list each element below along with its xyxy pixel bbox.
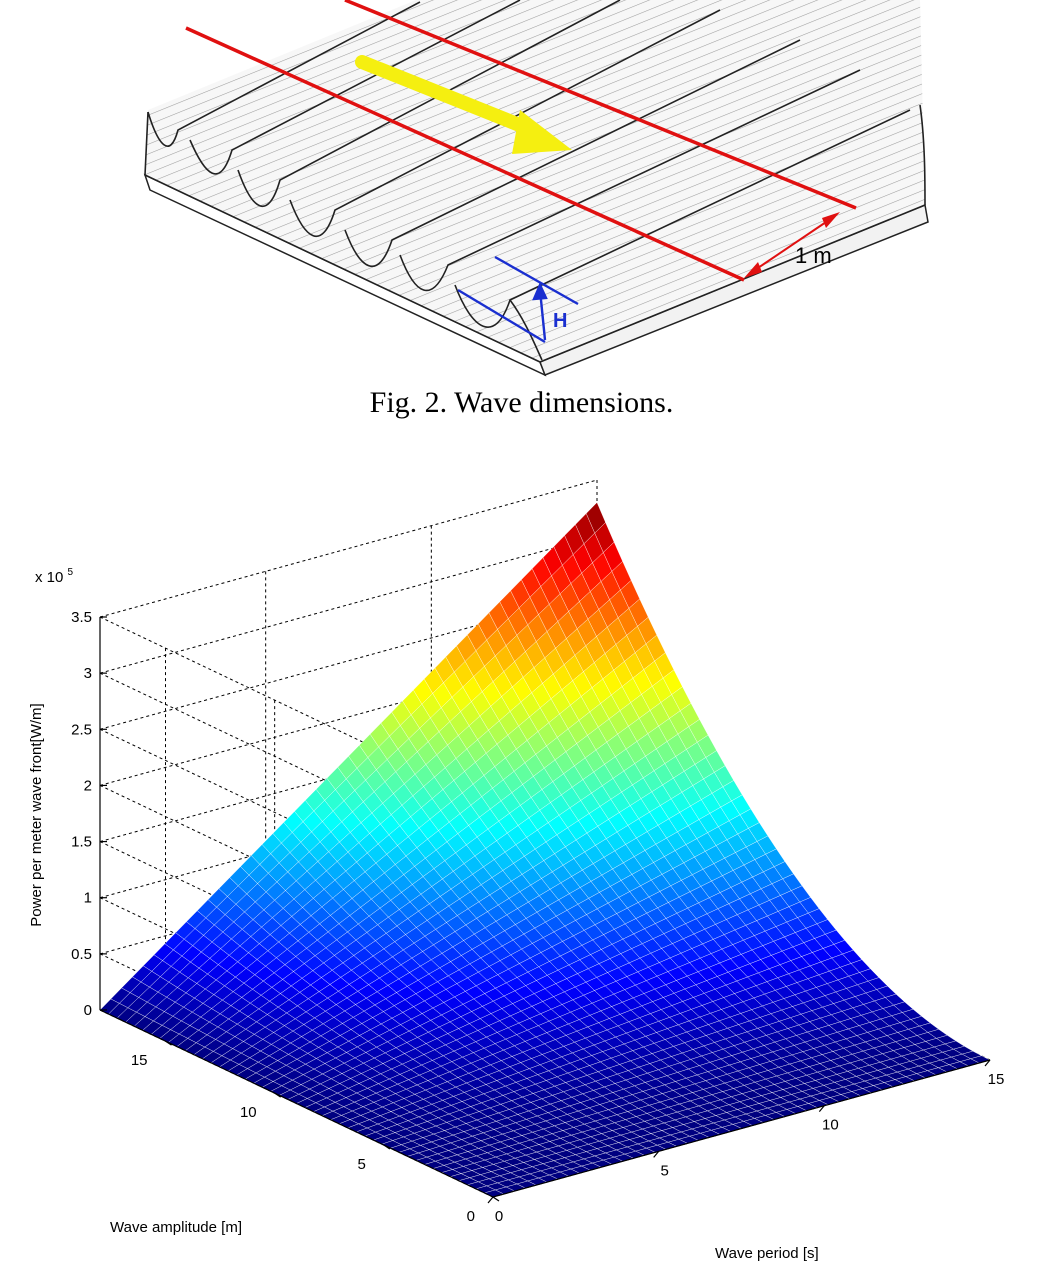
- grid-line-z-right-5: [99, 591, 598, 730]
- y-tick-mark-1: [383, 1144, 391, 1150]
- x-tick-mark-0: [487, 1196, 494, 1204]
- x-tick-mark-1: [653, 1150, 660, 1158]
- grid-line-z-right-2: [99, 760, 598, 899]
- wave-dimensions-figure: 1 m H: [143, 0, 929, 377]
- y-tick-label-3: 15: [131, 1052, 148, 1069]
- y-tick-label-2: 10: [240, 1104, 257, 1121]
- wave-height-marker: [457, 255, 579, 344]
- x-tick-label-2: 10: [822, 1117, 839, 1134]
- x-tick-label-0: 0: [495, 1208, 503, 1225]
- x-tick-label-1: 5: [660, 1162, 668, 1179]
- y-tick-label-0: 0: [467, 1208, 475, 1225]
- z-tick-label-4: 2: [84, 777, 92, 794]
- wave-direction-arrow: [355, 55, 572, 154]
- power-surface-plot: 0 0.5 1 1.5 2 2.5 3 3.5 0 5 10 15 0 5 10 15 x 10 5 Powe…: [28, 479, 1004, 1262]
- y-axis-label: Wave amplitude [m]: [110, 1219, 242, 1236]
- z-tick-label-3: 1.5: [71, 834, 92, 851]
- z-tick-label-2: 1: [84, 890, 92, 907]
- y-tick-mark-0: [492, 1196, 500, 1202]
- x-tick-mark-2: [818, 1105, 825, 1113]
- z-tick-label-6: 3: [84, 665, 92, 682]
- z-tick-label-5: 2.5: [71, 721, 92, 738]
- surface-mesh: [99, 502, 991, 1198]
- z-tick-label-1: 0.5: [71, 946, 92, 963]
- one-meter-label: 1 m: [795, 243, 832, 268]
- z-tick-label-7: 3.5: [71, 609, 92, 626]
- figure-2-caption: Fig. 2. Wave dimensions.: [369, 386, 674, 419]
- one-meter-dimension: [744, 212, 840, 278]
- z-tick-label-0: 0: [84, 1002, 92, 1019]
- y-tick-label-1: 5: [357, 1156, 365, 1173]
- y-tick-mark-2: [274, 1092, 281, 1098]
- x-axis-line: [492, 1059, 991, 1198]
- grid-line-z-right-7: [99, 479, 598, 618]
- z-axis-label: Power per meter wave front[W/m]: [28, 703, 45, 926]
- wave-crests: [144, 0, 926, 363]
- y-tick-mark-3: [165, 1040, 172, 1046]
- red-line-back: [344, 0, 857, 210]
- wave-height-label: H: [553, 310, 567, 332]
- grid-line-z-right-6: [99, 535, 598, 674]
- grid-line-z-right-4: [99, 647, 598, 786]
- z-scale-factor: x 10 5: [35, 567, 74, 586]
- x-tick-label-3: 15: [988, 1071, 1005, 1088]
- tick-labels: 0 0.5 1 1.5 2 2.5 3 3.5 0 5 10 15 0 5 10 15: [71, 609, 1004, 1225]
- red-line-front: [185, 26, 745, 282]
- grid-line-z-right-3: [99, 704, 598, 843]
- sea-surface: [145, 0, 925, 362]
- plot-axes: [99, 616, 991, 1204]
- x-tick-mark-3: [984, 1059, 991, 1067]
- x-axis-label: Wave period [s]: [715, 1245, 819, 1262]
